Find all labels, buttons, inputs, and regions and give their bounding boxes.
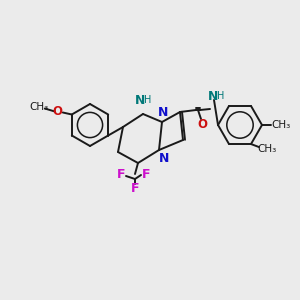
Text: H: H <box>144 95 152 105</box>
Text: F: F <box>142 167 150 181</box>
Text: N: N <box>158 106 168 118</box>
Text: N: N <box>208 89 218 103</box>
Text: O: O <box>53 105 63 118</box>
Text: N: N <box>159 152 169 164</box>
Text: H: H <box>217 91 225 101</box>
Text: F: F <box>117 169 125 182</box>
Text: CH₃: CH₃ <box>257 144 277 154</box>
Text: F: F <box>131 182 139 196</box>
Text: CH₃: CH₃ <box>272 120 291 130</box>
Text: N: N <box>135 94 145 107</box>
Text: O: O <box>197 118 207 131</box>
Text: CH₃: CH₃ <box>29 103 48 112</box>
